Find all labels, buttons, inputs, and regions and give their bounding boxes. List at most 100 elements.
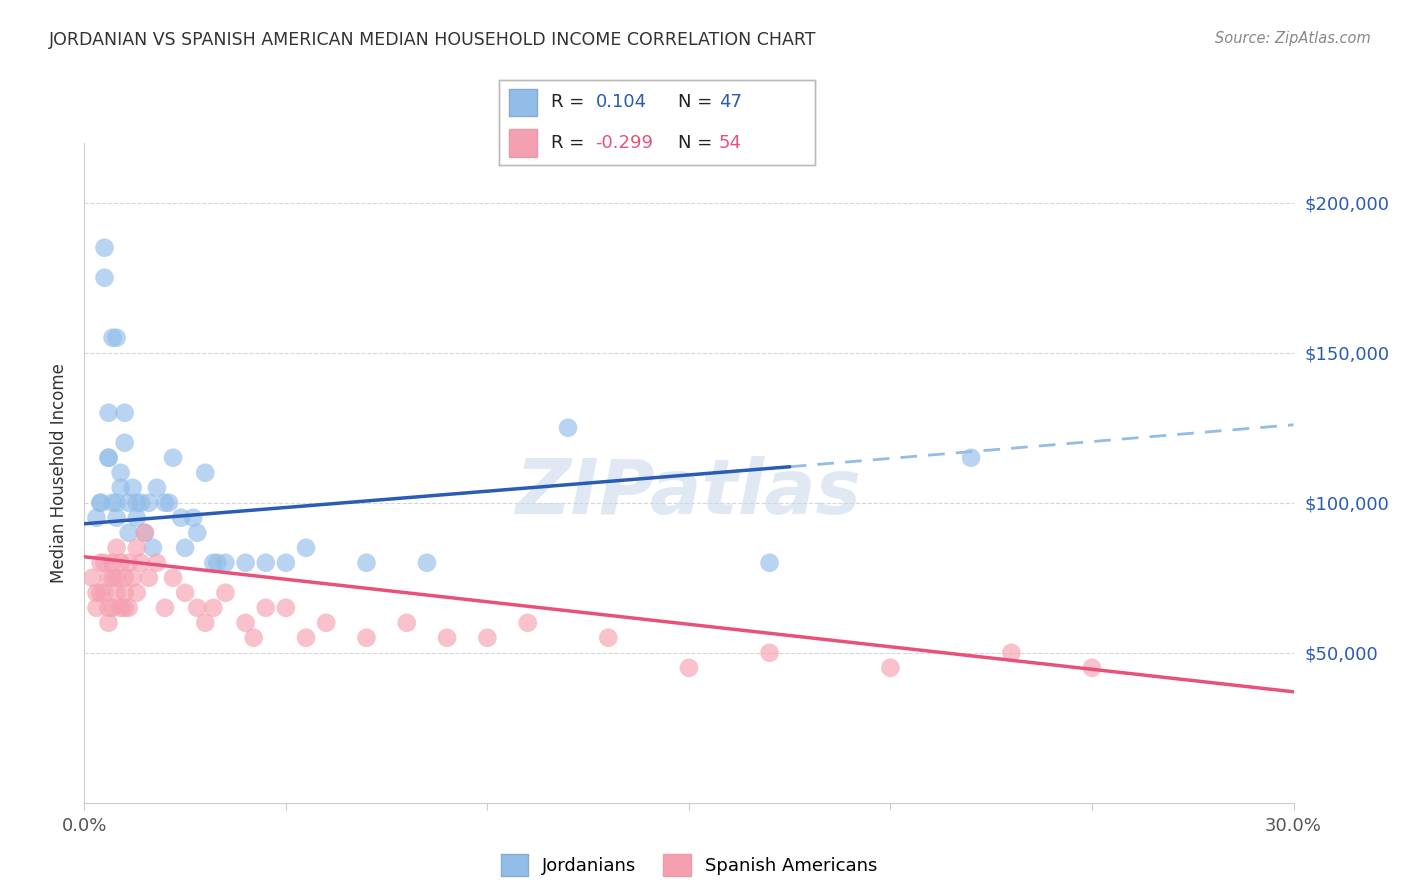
Legend: Jordanians, Spanish Americans: Jordanians, Spanish Americans — [494, 847, 884, 883]
Point — [138, 496, 160, 510]
Point — [86, 586, 108, 600]
Y-axis label: Median Household Income: Median Household Income — [51, 363, 69, 582]
FancyBboxPatch shape — [509, 89, 537, 116]
Point — [89, 496, 111, 510]
Point — [194, 615, 217, 630]
Point — [295, 631, 318, 645]
Point — [242, 631, 264, 645]
Point — [170, 510, 193, 524]
Point — [194, 466, 217, 480]
Point — [97, 571, 120, 585]
Point — [134, 525, 156, 540]
Text: R =: R = — [551, 94, 585, 112]
Point — [181, 510, 204, 524]
Text: 54: 54 — [718, 134, 742, 152]
Text: -0.299: -0.299 — [596, 134, 654, 152]
Point — [101, 600, 124, 615]
Point — [138, 571, 160, 585]
Point — [114, 586, 136, 600]
Point — [110, 600, 132, 615]
Point — [97, 615, 120, 630]
Point — [1000, 646, 1022, 660]
Point — [97, 406, 120, 420]
FancyBboxPatch shape — [509, 129, 537, 157]
Point — [416, 556, 439, 570]
Point — [97, 450, 120, 465]
Point — [118, 600, 141, 615]
Text: Source: ZipAtlas.com: Source: ZipAtlas.com — [1215, 31, 1371, 46]
Point — [356, 556, 378, 570]
Point — [110, 556, 132, 570]
Text: JORDANIAN VS SPANISH AMERICAN MEDIAN HOUSEHOLD INCOME CORRELATION CHART: JORDANIAN VS SPANISH AMERICAN MEDIAN HOU… — [49, 31, 817, 49]
Point — [153, 496, 176, 510]
Point — [97, 600, 120, 615]
Point — [125, 586, 148, 600]
Point — [101, 556, 124, 570]
Point — [436, 631, 458, 645]
Point — [162, 450, 184, 465]
Point — [146, 481, 169, 495]
Point — [89, 586, 111, 600]
Point — [125, 510, 148, 524]
Point — [1081, 661, 1104, 675]
Point — [118, 556, 141, 570]
Point — [114, 406, 136, 420]
Text: N =: N = — [678, 134, 711, 152]
Point — [89, 556, 111, 570]
Point — [758, 646, 780, 660]
Point — [142, 541, 165, 555]
Point — [557, 421, 579, 435]
Point — [110, 481, 132, 495]
Text: N =: N = — [678, 94, 711, 112]
Point — [129, 556, 152, 570]
Point — [274, 556, 297, 570]
Point — [879, 661, 901, 675]
Point — [82, 571, 104, 585]
Point — [207, 556, 229, 570]
Point — [93, 556, 115, 570]
Point — [105, 510, 128, 524]
Point — [129, 496, 152, 510]
Point — [758, 556, 780, 570]
Point — [356, 631, 378, 645]
Point — [89, 496, 111, 510]
Point — [516, 615, 538, 630]
Point — [254, 556, 277, 570]
Point — [93, 270, 115, 285]
Point — [118, 496, 141, 510]
Point — [105, 571, 128, 585]
Point — [86, 510, 108, 524]
Point — [121, 481, 143, 495]
Point — [93, 586, 115, 600]
Point — [315, 615, 337, 630]
Point — [395, 615, 418, 630]
Text: 47: 47 — [718, 94, 742, 112]
Text: ZIPatlas: ZIPatlas — [516, 456, 862, 530]
Point — [295, 541, 318, 555]
Point — [125, 541, 148, 555]
Point — [174, 586, 197, 600]
Text: R =: R = — [551, 134, 585, 152]
Point — [157, 496, 180, 510]
Point — [93, 241, 115, 255]
Point — [86, 600, 108, 615]
Point — [214, 586, 236, 600]
Point — [146, 556, 169, 570]
Point — [105, 586, 128, 600]
Point — [598, 631, 620, 645]
Point — [101, 331, 124, 345]
Point — [153, 600, 176, 615]
Point — [235, 556, 257, 570]
Point — [105, 331, 128, 345]
Point — [214, 556, 236, 570]
Point — [186, 525, 208, 540]
Point — [114, 571, 136, 585]
Point — [254, 600, 277, 615]
Point — [97, 450, 120, 465]
Point — [101, 496, 124, 510]
Point — [121, 571, 143, 585]
Point — [186, 600, 208, 615]
Point — [105, 541, 128, 555]
Point — [101, 571, 124, 585]
Point — [105, 496, 128, 510]
